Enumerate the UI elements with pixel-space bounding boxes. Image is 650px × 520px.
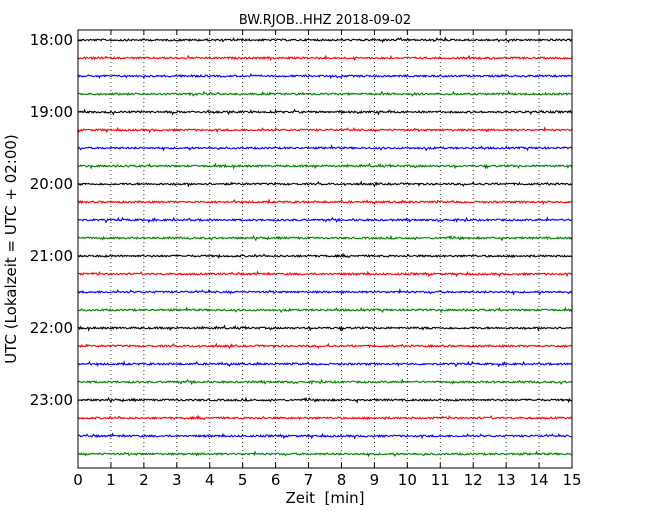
trace-2130 [77, 288, 573, 296]
x-tick-label: 2 [139, 471, 149, 489]
trace-1815 [77, 54, 573, 62]
trace-1845 [77, 90, 573, 97]
trace-2300 [77, 396, 573, 404]
x-tick-label: 9 [370, 471, 380, 489]
x-tick-label: 3 [172, 471, 182, 489]
trace-1945 [77, 162, 573, 170]
x-tick-label: 10 [398, 471, 417, 489]
trace-2015 [77, 198, 573, 206]
x-axis: 0 1 2 3 4 5 6 7 8 9 10 11 12 13 14 15 [73, 30, 582, 489]
plot-frame [77, 29, 573, 469]
y-tick-label: 21:00 [30, 247, 73, 265]
x-tick-label: 8 [337, 471, 347, 489]
x-tick-label: 11 [431, 471, 450, 489]
trace-1800 [77, 36, 573, 44]
grid-lines [110, 30, 540, 468]
x-tick-label: 4 [205, 471, 215, 489]
x-tick-label: 5 [238, 471, 248, 489]
y-tick-label: 19:00 [30, 103, 73, 121]
x-tick-label: 7 [304, 471, 314, 489]
y-tick-label: 23:00 [30, 391, 73, 409]
x-tick-label: 1 [106, 471, 116, 489]
trace-1915 [77, 126, 573, 134]
y-tick-label: 22:00 [30, 319, 73, 337]
trace-2115 [77, 270, 573, 278]
trace-1900 [77, 108, 573, 116]
x-tick-label: 15 [562, 471, 581, 489]
trace-2245 [77, 378, 573, 386]
x-tick-label: 6 [271, 471, 281, 489]
trace-2045 [77, 234, 573, 242]
x-axis-label: Zeit [min] [285, 489, 364, 507]
trace-2200 [77, 324, 573, 332]
trace-2230 [77, 360, 573, 368]
x-tick-label: 14 [530, 471, 549, 489]
trace-1930 [77, 144, 573, 152]
chart-title: BW.RJOB..HHZ 2018-09-02 [239, 13, 411, 28]
y-axis-label: UTC (Lokalzeit = UTC + 02:00) [2, 134, 20, 364]
x-tick-label: 13 [497, 471, 516, 489]
y-tick-label: 18:00 [30, 31, 73, 49]
trace-2100 [77, 252, 573, 260]
x-tick-label: 0 [73, 471, 83, 489]
trace-1830 [77, 73, 573, 80]
trace-2000 [77, 180, 573, 188]
trace-2315 [77, 414, 573, 421]
trace-2145 [77, 306, 573, 314]
trace-2330 [77, 432, 573, 440]
trace-2030 [77, 216, 573, 224]
y-tick-label: 20:00 [30, 175, 73, 193]
trace-2215 [77, 342, 573, 350]
trace-group [77, 36, 573, 458]
trace-2345 [77, 450, 573, 458]
y-axis: 18:00 19:00 20:00 21:00 22:00 23:00 [30, 31, 83, 409]
x-tick-label: 12 [464, 471, 483, 489]
